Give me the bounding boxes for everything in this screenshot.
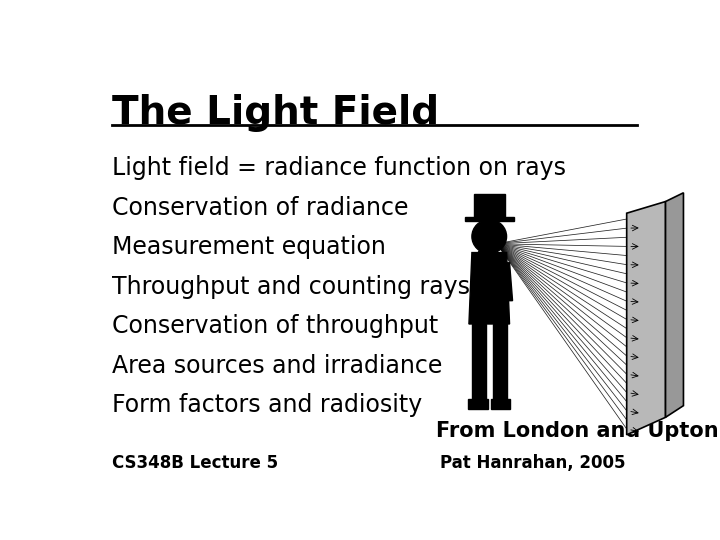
Bar	[464, 217, 514, 221]
Polygon shape	[473, 248, 485, 263]
Text: Pat Hanrahan, 2005: Pat Hanrahan, 2005	[440, 454, 626, 472]
Text: CS348B Lecture 5: CS348B Lecture 5	[112, 454, 279, 472]
Polygon shape	[469, 253, 510, 324]
Bar	[468, 399, 488, 409]
Text: Conservation of throughput: Conservation of throughput	[112, 314, 438, 338]
Bar	[491, 399, 510, 409]
Text: Measurement equation: Measurement equation	[112, 235, 386, 259]
Text: From London and Upton: From London and Upton	[436, 421, 719, 441]
Text: Area sources and irradiance: Area sources and irradiance	[112, 354, 443, 378]
Polygon shape	[505, 263, 513, 301]
Text: The Light Field: The Light Field	[112, 94, 439, 132]
Bar	[472, 324, 486, 400]
Polygon shape	[665, 193, 683, 417]
Polygon shape	[626, 201, 665, 435]
Text: Form factors and radiosity: Form factors and radiosity	[112, 393, 423, 417]
Bar	[474, 194, 505, 217]
Text: Light field = radiance function on rays: Light field = radiance function on rays	[112, 156, 567, 180]
Text: Throughput and counting rays: Throughput and counting rays	[112, 275, 470, 299]
Text: Conservation of radiance: Conservation of radiance	[112, 196, 409, 220]
Bar	[492, 324, 507, 400]
Circle shape	[472, 220, 507, 253]
